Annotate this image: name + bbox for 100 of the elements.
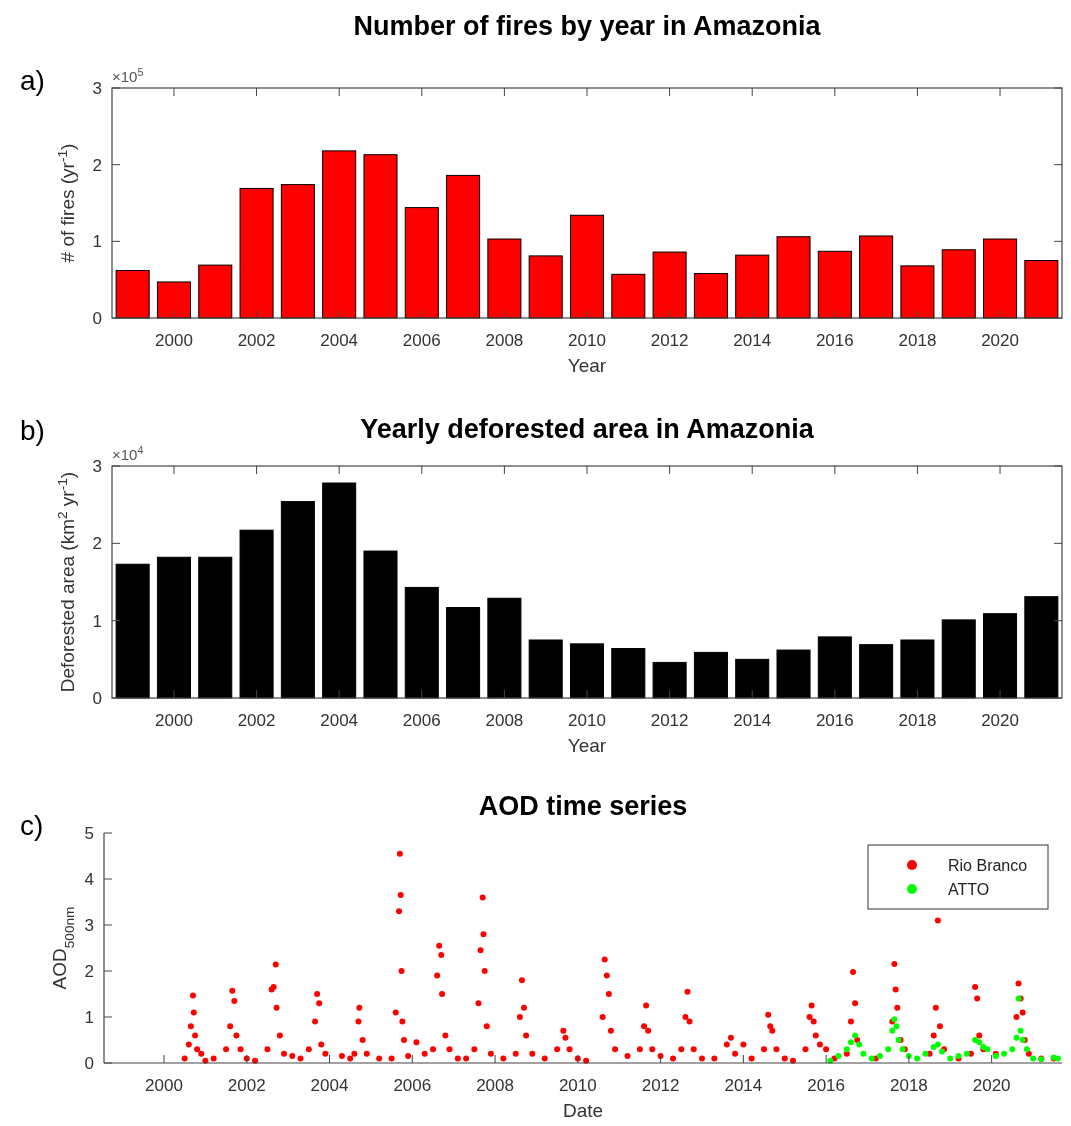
x-tick-label: 2002: [227, 1076, 266, 1095]
x-tick-label: 2012: [641, 1076, 680, 1095]
x-tick-label: 2012: [650, 711, 689, 730]
chart-title: AOD time series: [478, 791, 688, 821]
point: [1054, 1055, 1061, 1062]
point: [934, 1041, 941, 1048]
bar: [156, 556, 191, 699]
x-axis-title: Year: [567, 355, 607, 376]
bar: [735, 658, 770, 699]
bar: [528, 255, 563, 319]
x-tick-label: 2004: [310, 1076, 349, 1095]
point: [1023, 1046, 1030, 1053]
x-tick-label: 2020: [981, 711, 1019, 730]
bar: [693, 273, 728, 319]
point: [868, 1055, 875, 1062]
text: c): [20, 810, 44, 841]
bar: [652, 661, 687, 699]
x-tick-label: 2004: [320, 331, 359, 350]
bar: [1024, 260, 1059, 319]
point: [893, 1023, 900, 1030]
x-tick-label: 2010: [568, 711, 606, 730]
bar: [941, 619, 976, 699]
y-tick-label: 5: [84, 824, 94, 843]
point: [922, 1050, 929, 1057]
bar: [776, 649, 811, 699]
y-tick-label: 2: [92, 534, 102, 554]
x-tick-label: 2006: [393, 1076, 432, 1095]
point: [876, 1053, 883, 1060]
point: [947, 1055, 954, 1062]
point: [835, 1053, 842, 1060]
x-tick-label: 2008: [485, 711, 524, 730]
y-tick-label: 0: [92, 309, 102, 328]
chart-title: Number of fires by year in Amazonia: [353, 11, 822, 41]
point: [984, 1046, 991, 1053]
y-tick-label: 0: [84, 1054, 94, 1073]
point: [860, 1050, 867, 1057]
point: [1013, 1034, 1020, 1041]
x-tick-label: 2018: [898, 331, 937, 350]
chart-title: Yearly deforested area in Amazonia: [360, 414, 815, 444]
x-axis-title: Date: [562, 1100, 604, 1121]
y-tick-label: 4: [84, 870, 94, 889]
bar: [322, 150, 357, 319]
bar: [983, 238, 1018, 319]
x-tick-label: 2010: [568, 331, 606, 350]
x-tick-label: 2010: [558, 1076, 597, 1095]
bar: [198, 264, 233, 319]
bar: [900, 639, 935, 699]
x-tick-label: 2008: [476, 1076, 514, 1095]
bar: [280, 501, 315, 699]
bar: [115, 563, 150, 699]
legend-label: Rio Branco: [948, 857, 1028, 874]
point: [1009, 1046, 1016, 1053]
bar: [611, 648, 646, 699]
x-tick-label: 2004: [320, 711, 359, 730]
y-tick-label: 0: [92, 689, 102, 708]
bar: [280, 184, 315, 319]
x-tick-label: 2000: [155, 331, 193, 350]
x-tick-label: 2016: [807, 1076, 846, 1095]
bar: [776, 236, 811, 319]
bar: [611, 273, 646, 319]
bar: [363, 550, 398, 699]
bar: [693, 651, 728, 699]
x-tick-label: 2014: [733, 331, 772, 350]
point: [856, 1041, 863, 1048]
text: b): [20, 415, 45, 446]
x-tick-label: 2014: [724, 1076, 763, 1095]
bar: [941, 249, 976, 319]
point: [847, 1039, 854, 1046]
y-tick-label: 2: [92, 155, 102, 175]
x-tick-label: 2016: [815, 331, 854, 350]
x-tick-label: 2006: [402, 331, 441, 350]
y-tick-label: 2: [84, 962, 94, 981]
bar: [322, 482, 357, 699]
x-tick-label: 2020: [981, 331, 1019, 350]
bar: [735, 254, 770, 319]
point: [963, 1050, 970, 1057]
bar: [859, 235, 894, 319]
bar: [859, 644, 894, 699]
bar: [363, 154, 398, 319]
point: [1030, 1055, 1037, 1062]
y-tick-label: 3: [92, 79, 102, 98]
y-tick-label: 3: [84, 916, 94, 935]
point: [972, 1037, 979, 1043]
point: [914, 1055, 921, 1062]
x-tick-label: 2020: [972, 1076, 1011, 1095]
bar: [198, 556, 233, 699]
x-tick-label: 2006: [402, 711, 441, 730]
x-tick-label: 2000: [145, 1076, 183, 1095]
bar: [487, 597, 522, 699]
bar: [652, 251, 687, 319]
x-tick-label: 2012: [650, 331, 689, 350]
y-tick-label: 3: [92, 457, 102, 476]
bar: [404, 207, 439, 319]
bar: [817, 636, 852, 699]
bar: [446, 607, 481, 699]
x-tick-label: 2008: [485, 331, 524, 350]
x-tick-label: 2002: [237, 331, 276, 350]
point: [976, 1039, 983, 1046]
point: [1001, 1050, 1008, 1057]
point: [852, 1032, 859, 1039]
